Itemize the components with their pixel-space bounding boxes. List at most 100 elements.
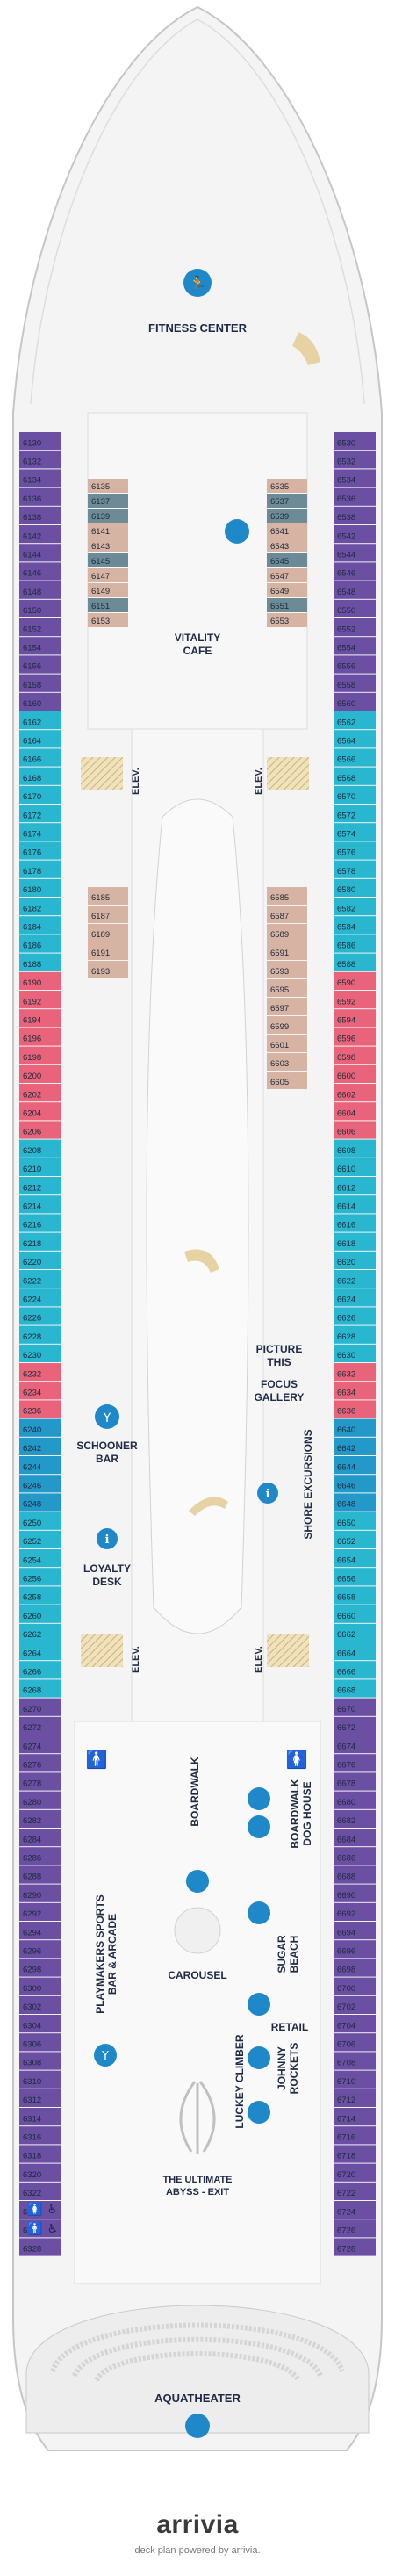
cabin-left[interactable]	[19, 2070, 61, 2089]
cabin-right[interactable]	[334, 1809, 376, 1828]
cabin-left[interactable]	[19, 581, 61, 599]
cabin-inner-left[interactable]	[88, 479, 128, 493]
cabin-right[interactable]	[334, 2108, 376, 2126]
cabin-right[interactable]	[334, 1400, 376, 1418]
cabin-right[interactable]	[334, 2163, 376, 2182]
cabin-left[interactable]	[19, 953, 61, 971]
cabin-left[interactable]	[19, 1437, 61, 1455]
cabin-inner-left[interactable]	[88, 523, 128, 538]
cabin-left[interactable]	[19, 1791, 61, 1809]
cabin-left[interactable]	[19, 451, 61, 469]
cabin-left[interactable]	[19, 1698, 61, 1716]
cabin-inner-right[interactable]	[267, 1016, 307, 1034]
cabin-right[interactable]	[334, 991, 376, 1009]
cabin-right[interactable]	[334, 1902, 376, 1921]
cabin-right[interactable]	[334, 878, 376, 897]
cabin-right[interactable]	[334, 971, 376, 990]
cabin-inner-right[interactable]	[267, 538, 307, 552]
cabin-left[interactable]	[19, 2238, 61, 2256]
cabin-right[interactable]	[334, 1475, 376, 1493]
cabin-right[interactable]	[334, 1363, 376, 1382]
bar-icon[interactable]	[94, 2044, 117, 2067]
dining-icon[interactable]	[248, 1787, 270, 1810]
cabin-right[interactable]	[334, 748, 376, 767]
cabin-left[interactable]	[19, 1158, 61, 1176]
cabin-left[interactable]	[19, 692, 61, 711]
cabin-left[interactable]	[19, 2201, 61, 2219]
cabin-right[interactable]	[334, 1046, 376, 1064]
cabin-right[interactable]	[334, 1549, 376, 1568]
cabin-inner-left[interactable]	[88, 553, 128, 567]
cabin-left[interactable]	[19, 525, 61, 544]
cabin-right[interactable]	[334, 1251, 376, 1269]
cabin-right[interactable]	[334, 1940, 376, 1959]
cabin-right[interactable]	[334, 1791, 376, 1809]
cabin-left[interactable]	[19, 1195, 61, 1214]
cabin-right[interactable]	[334, 1307, 376, 1325]
cabin-right[interactable]	[334, 1456, 376, 1475]
cabin-right[interactable]	[334, 1325, 376, 1344]
cabin-left[interactable]	[19, 1288, 61, 1307]
cabin-inner-right[interactable]	[267, 942, 307, 960]
cabin-left[interactable]	[19, 1456, 61, 1475]
cabin-left[interactable]	[19, 2219, 61, 2238]
cabin-left[interactable]	[19, 618, 61, 637]
cabin-right[interactable]	[334, 1754, 376, 1772]
restroom-icon[interactable]: 🚺	[27, 2202, 42, 2217]
cabin-right[interactable]	[334, 1977, 376, 1995]
cabin-left[interactable]	[19, 1977, 61, 1995]
cabin-left[interactable]	[19, 637, 61, 655]
bar-icon[interactable]	[95, 1404, 119, 1429]
cabin-inner-right[interactable]	[267, 1053, 307, 1071]
cabin-right[interactable]	[334, 469, 376, 487]
cabin-left[interactable]	[19, 1884, 61, 1902]
cabin-right[interactable]	[334, 2033, 376, 2052]
cabin-right[interactable]	[334, 2052, 376, 2070]
cabin-right[interactable]	[334, 1735, 376, 1754]
cabin-right[interactable]	[334, 1829, 376, 1847]
cabin-inner-left[interactable]	[88, 887, 128, 905]
cabin-right[interactable]	[334, 1698, 376, 1716]
cabin-right[interactable]	[334, 1586, 376, 1605]
cabin-right[interactable]	[334, 1177, 376, 1195]
cabin-left[interactable]	[19, 1605, 61, 1623]
cabin-right[interactable]	[334, 1028, 376, 1046]
cabin-left[interactable]	[19, 1959, 61, 1977]
cabin-right[interactable]	[334, 581, 376, 599]
cabin-right[interactable]	[334, 637, 376, 655]
cabin-left[interactable]	[19, 878, 61, 897]
cabin-left[interactable]	[19, 1829, 61, 1847]
cabin-right[interactable]	[334, 1772, 376, 1791]
cabin-left[interactable]	[19, 1232, 61, 1251]
cabin-right[interactable]	[334, 934, 376, 953]
cabin-right[interactable]	[334, 2015, 376, 2033]
cabin-left[interactable]	[19, 823, 61, 841]
cabin-right[interactable]	[334, 1884, 376, 1902]
cabin-right[interactable]	[334, 1865, 376, 1884]
cabin-right[interactable]	[334, 841, 376, 860]
cabin-left[interactable]	[19, 1084, 61, 1102]
cabin-left[interactable]	[19, 1902, 61, 1921]
cabin-inner-left[interactable]	[88, 494, 128, 508]
cabin-left[interactable]	[19, 2033, 61, 2052]
cabin-inner-right[interactable]	[267, 494, 307, 508]
cabin-left[interactable]	[19, 655, 61, 674]
cabin-left[interactable]	[19, 767, 61, 785]
fitness-icon[interactable]	[183, 269, 212, 297]
restroom-icon[interactable]: 🚺	[286, 1749, 308, 1770]
cabin-right[interactable]	[334, 916, 376, 934]
cabin-left[interactable]	[19, 2126, 61, 2145]
cabin-left[interactable]	[19, 1418, 61, 1437]
cabin-left[interactable]	[19, 1251, 61, 1269]
cabin-right[interactable]	[334, 1995, 376, 2014]
cabin-right[interactable]	[334, 1568, 376, 1586]
cabin-inner-left[interactable]	[88, 568, 128, 582]
cabin-right[interactable]	[334, 1288, 376, 1307]
cabin-inner-right[interactable]	[267, 613, 307, 627]
cabin-left[interactable]	[19, 2182, 61, 2200]
cabin-right[interactable]	[334, 1512, 376, 1530]
cabin-right[interactable]	[334, 953, 376, 971]
cabin-right[interactable]	[334, 1922, 376, 1940]
cabin-right[interactable]	[334, 1959, 376, 1977]
cabin-left[interactable]	[19, 1716, 61, 1735]
